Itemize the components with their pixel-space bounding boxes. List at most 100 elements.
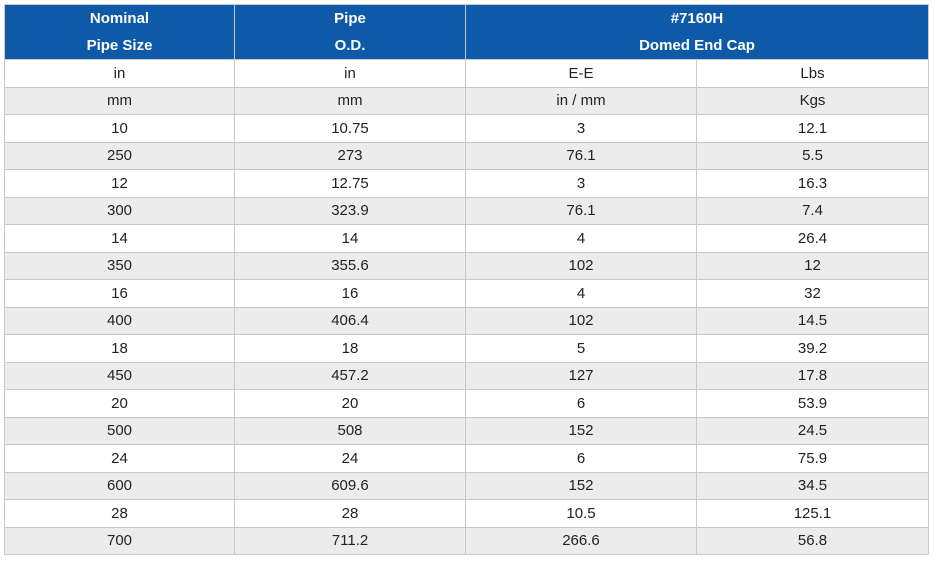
table-cell: 39.2 xyxy=(696,334,929,363)
table-row: 300 323.9 76.1 7.4 xyxy=(4,196,929,225)
table-cell: 28 xyxy=(4,499,235,528)
table-cell: 400 xyxy=(4,306,235,335)
table-cell: 609.6 xyxy=(234,471,466,500)
table-cell: 12.1 xyxy=(696,114,929,143)
table-cell: 600 xyxy=(4,471,235,500)
table-row: 350 355.6 102 12 xyxy=(4,251,929,280)
table-cell: 5.5 xyxy=(696,141,929,170)
table-row: 10 10.75 3 12.1 xyxy=(4,114,929,143)
table-cell: 12 xyxy=(4,169,235,198)
table-cell: 250 xyxy=(4,141,235,170)
table-cell: 20 xyxy=(4,389,235,418)
table-cell: 76.1 xyxy=(465,141,697,170)
table-cell: 711.2 xyxy=(234,526,466,555)
table-cell: 7.4 xyxy=(696,196,929,225)
table-cell: 4 xyxy=(465,224,697,253)
table-cell: 406.4 xyxy=(234,306,466,335)
table-cell: 3 xyxy=(465,114,697,143)
table-cell: 6 xyxy=(465,389,697,418)
table-cell: 26.4 xyxy=(696,224,929,253)
table-cell: 14.5 xyxy=(696,306,929,335)
unit-cell: in xyxy=(4,59,235,88)
table-row: 12 12.75 3 16.3 xyxy=(4,169,929,198)
table-cell: 3 xyxy=(465,169,697,198)
header-row: Nominal Pipe Size Pipe O.D. #7160H Domed… xyxy=(4,4,929,60)
table-cell: 5 xyxy=(465,334,697,363)
table-row: 18 18 5 39.2 xyxy=(4,334,929,363)
table-cell: 28 xyxy=(234,499,466,528)
table-row: 14 14 4 26.4 xyxy=(4,224,929,253)
table-cell: 102 xyxy=(465,306,697,335)
table-row: 20 20 6 53.9 xyxy=(4,389,929,418)
unit-cell: Lbs xyxy=(696,59,929,88)
table-row: 400 406.4 102 14.5 xyxy=(4,306,929,335)
table-cell: 10 xyxy=(4,114,235,143)
table-row: 700 711.2 266.6 56.8 xyxy=(4,526,929,555)
table-cell: 76.1 xyxy=(465,196,697,225)
table-cell: 450 xyxy=(4,361,235,390)
header-nominal-label: Nominal xyxy=(89,10,150,27)
table-cell: 350 xyxy=(4,251,235,280)
table-row: 24 24 6 75.9 xyxy=(4,444,929,473)
header-od-label: O.D. xyxy=(334,37,366,54)
table-cell: 273 xyxy=(234,141,466,170)
table-cell: 16 xyxy=(234,279,466,308)
table-cell: 16 xyxy=(4,279,235,308)
table-row: 600 609.6 152 34.5 xyxy=(4,471,929,500)
table-cell: 14 xyxy=(4,224,235,253)
table-cell: 102 xyxy=(465,251,697,280)
unit-cell: in / mm xyxy=(465,86,697,115)
table-cell: 56.8 xyxy=(696,526,929,555)
header-nominal-pipe-size: Nominal Pipe Size xyxy=(4,4,235,60)
units-row-metric: mm mm in / mm Kgs xyxy=(4,86,929,115)
table-cell: 18 xyxy=(234,334,466,363)
table-cell: 12.75 xyxy=(234,169,466,198)
table-cell: 500 xyxy=(4,416,235,445)
table-cell: 127 xyxy=(465,361,697,390)
table-row: 450 457.2 127 17.8 xyxy=(4,361,929,390)
table-cell: 24.5 xyxy=(696,416,929,445)
table-cell: 266.6 xyxy=(465,526,697,555)
table-cell: 152 xyxy=(465,416,697,445)
table-row: 16 16 4 32 xyxy=(4,279,929,308)
header-pipe-od: Pipe O.D. xyxy=(234,4,466,60)
table-cell: 32 xyxy=(696,279,929,308)
header-product-name: Domed End Cap xyxy=(639,37,755,54)
table-cell: 6 xyxy=(465,444,697,473)
table-cell: 323.9 xyxy=(234,196,466,225)
table-cell: 17.8 xyxy=(696,361,929,390)
unit-cell: mm xyxy=(4,86,235,115)
table-row: 28 28 10.5 125.1 xyxy=(4,499,929,528)
table-cell: 24 xyxy=(234,444,466,473)
unit-cell: Kgs xyxy=(696,86,929,115)
table-cell: 355.6 xyxy=(234,251,466,280)
table-cell: 10.75 xyxy=(234,114,466,143)
table-row: 250 273 76.1 5.5 xyxy=(4,141,929,170)
table-cell: 34.5 xyxy=(696,471,929,500)
header-domed-end-cap: #7160H Domed End Cap xyxy=(465,4,929,60)
header-pipe-size-label: Pipe Size xyxy=(86,37,153,54)
table-cell: 24 xyxy=(4,444,235,473)
table-row: 500 508 152 24.5 xyxy=(4,416,929,445)
header-pipe-label: Pipe xyxy=(334,10,366,27)
unit-cell: E-E xyxy=(465,59,697,88)
table-cell: 75.9 xyxy=(696,444,929,473)
unit-cell: in xyxy=(234,59,466,88)
unit-cell: mm xyxy=(234,86,466,115)
table-cell: 16.3 xyxy=(696,169,929,198)
table-cell: 300 xyxy=(4,196,235,225)
table-cell: 125.1 xyxy=(696,499,929,528)
table-cell: 508 xyxy=(234,416,466,445)
table-cell: 700 xyxy=(4,526,235,555)
table-cell: 152 xyxy=(465,471,697,500)
table-cell: 53.9 xyxy=(696,389,929,418)
table-cell: 12 xyxy=(696,251,929,280)
table-cell: 4 xyxy=(465,279,697,308)
table-cell: 20 xyxy=(234,389,466,418)
units-row-imperial: in in E-E Lbs xyxy=(4,59,929,88)
table-cell: 18 xyxy=(4,334,235,363)
table-cell: 14 xyxy=(234,224,466,253)
header-model-number: #7160H xyxy=(670,10,724,27)
table-cell: 10.5 xyxy=(465,499,697,528)
dimensions-table: Nominal Pipe Size Pipe O.D. #7160H Domed… xyxy=(4,4,929,555)
